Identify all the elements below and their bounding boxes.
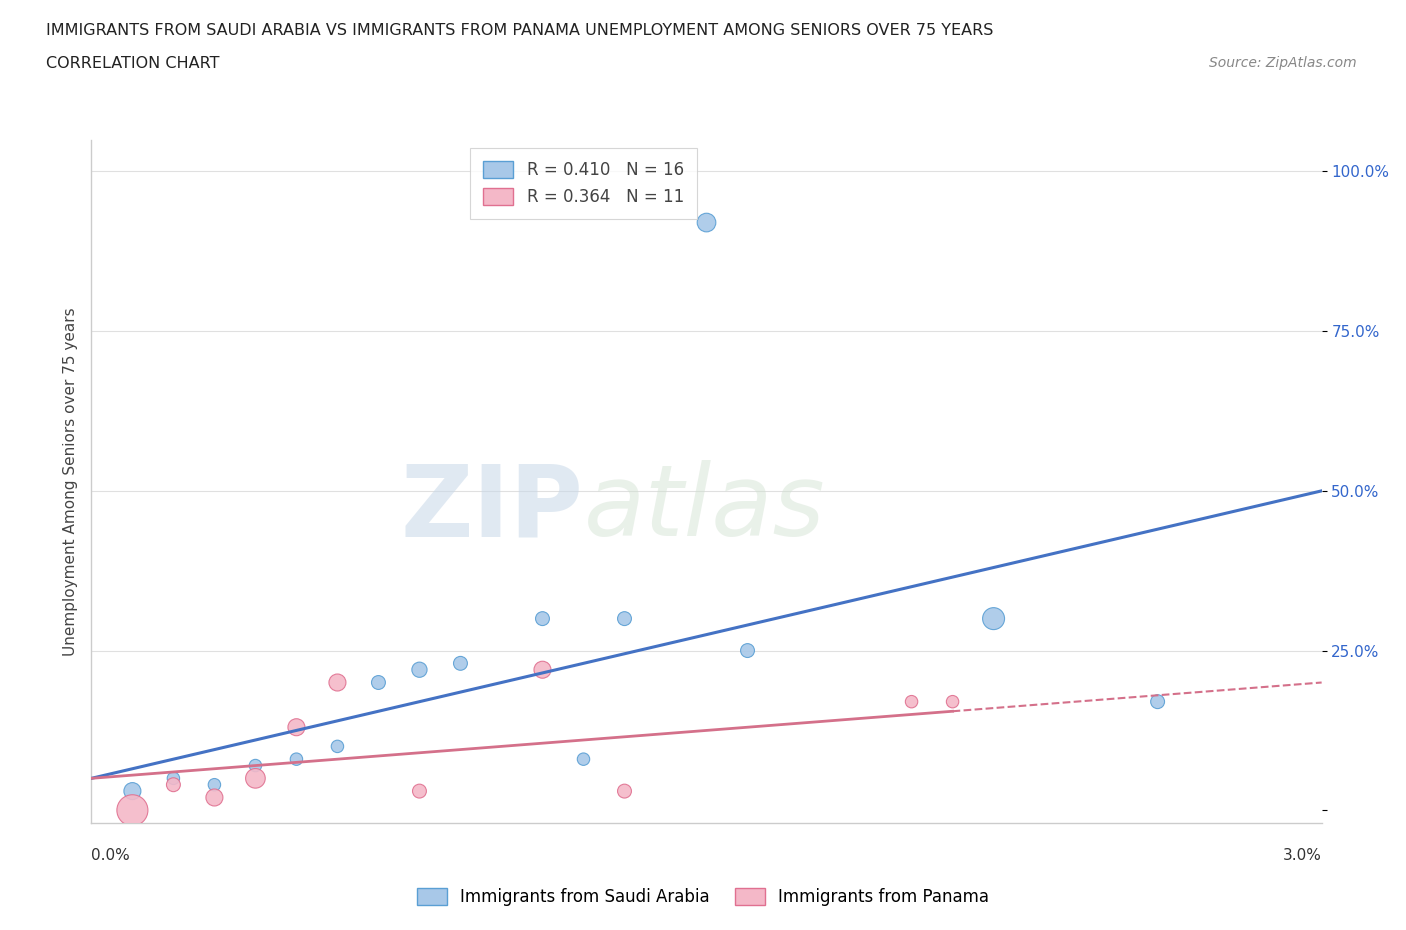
Text: CORRELATION CHART: CORRELATION CHART (46, 56, 219, 71)
Point (162, 777, 184, 792)
Point (326, 739, 349, 754)
Y-axis label: Unemployment Among Seniors over 75 years: Unemployment Among Seniors over 75 years (62, 307, 77, 656)
Point (572, 751, 595, 766)
Text: 3.0%: 3.0% (1282, 848, 1322, 863)
Point (613, 611, 636, 626)
Point (202, 790, 225, 805)
Point (121, 784, 143, 799)
Point (245, 771, 267, 786)
Point (285, 751, 308, 766)
Point (737, 644, 759, 658)
Point (367, 675, 389, 690)
Point (326, 675, 349, 690)
Legend: Immigrants from Saudi Arabia, Immigrants from Panama: Immigrants from Saudi Arabia, Immigrants… (411, 881, 995, 912)
Text: IMMIGRANTS FROM SAUDI ARABIA VS IMMIGRANTS FROM PANAMA UNEMPLOYMENT AMONG SENIOR: IMMIGRANTS FROM SAUDI ARABIA VS IMMIGRAN… (46, 23, 994, 38)
Point (408, 784, 430, 799)
Legend: R = 0.410   N = 16, R = 0.364   N = 11: R = 0.410 N = 16, R = 0.364 N = 11 (470, 148, 697, 219)
Point (245, 758, 267, 773)
Point (408, 662, 430, 677)
Point (285, 720, 308, 735)
Text: Source: ZipAtlas.com: Source: ZipAtlas.com (1209, 56, 1357, 70)
Point (121, 803, 143, 817)
Point (942, 694, 965, 709)
Point (1146, 694, 1168, 709)
Point (900, 694, 922, 709)
Point (531, 611, 554, 626)
Point (613, 784, 636, 799)
Text: 0.0%: 0.0% (91, 848, 131, 863)
Text: ZIP: ZIP (401, 460, 583, 557)
Point (162, 771, 184, 786)
Point (695, 215, 717, 230)
Point (531, 662, 554, 677)
Text: atlas: atlas (583, 460, 825, 557)
Point (449, 656, 471, 671)
Point (983, 611, 1005, 626)
Point (202, 777, 225, 792)
